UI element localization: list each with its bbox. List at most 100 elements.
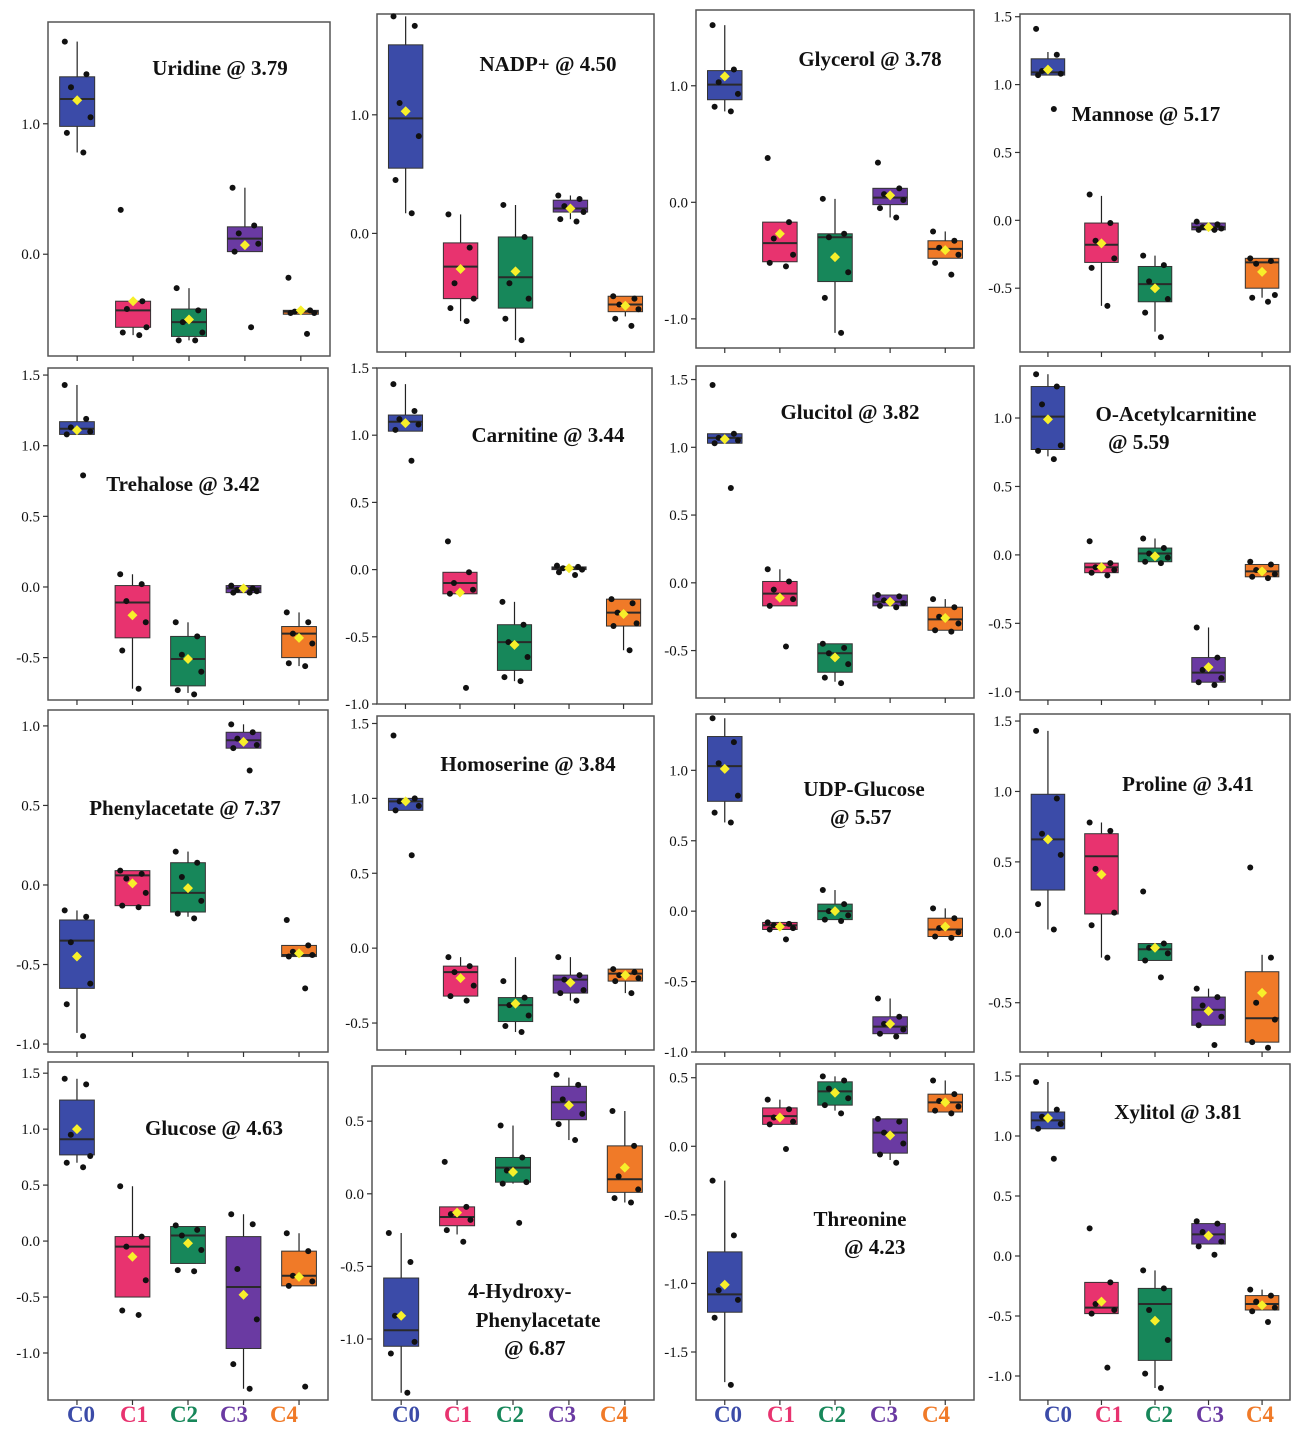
data-point: [392, 426, 399, 433]
mean-marker-C1: [774, 921, 785, 932]
data-point: [501, 674, 508, 681]
data-point: [466, 244, 473, 251]
data-point: [628, 1199, 635, 1206]
data-point: [825, 650, 832, 657]
data-point: [845, 661, 852, 668]
data-point: [136, 332, 143, 339]
y-tick-label: -1.0: [340, 1332, 364, 1348]
y-tick-label: 0.0: [669, 904, 688, 920]
data-point: [1164, 1337, 1171, 1343]
data-point: [117, 571, 124, 578]
data-point: [1195, 226, 1202, 233]
mean-marker-C2: [183, 654, 193, 665]
data-point: [711, 440, 718, 447]
data-point: [253, 741, 260, 748]
data-point: [782, 936, 789, 943]
data-point: [248, 324, 255, 331]
data-point: [1264, 1044, 1271, 1051]
mean-marker-C1: [452, 1207, 463, 1218]
y-tick-label: 0.5: [350, 495, 369, 511]
data-point: [730, 430, 737, 437]
data-point: [392, 177, 399, 184]
data-point: [1086, 538, 1093, 545]
data-point: [1092, 865, 1099, 872]
data-point: [727, 108, 734, 115]
data-point: [615, 1173, 622, 1180]
data-point: [119, 329, 126, 336]
data-point: [1146, 944, 1153, 951]
data-point: [87, 428, 94, 435]
data-point: [415, 421, 422, 428]
data-point: [874, 592, 881, 599]
data-point: [1271, 571, 1278, 578]
data-point: [951, 604, 958, 611]
data-point: [1111, 909, 1118, 916]
data-point: [1164, 296, 1171, 303]
data-point: [502, 315, 509, 322]
data-point: [876, 602, 883, 609]
data-point: [198, 668, 205, 675]
data-point: [900, 600, 907, 607]
data-point: [1253, 999, 1260, 1006]
data-point: [1267, 954, 1274, 961]
panel-16: -1.0 -0.5 0.0 0.5 1.0 1.5 Xylitol @ 3.81: [988, 1063, 1291, 1405]
mean-marker-C3: [1203, 222, 1214, 233]
data-point: [415, 802, 422, 809]
data-point: [1092, 1301, 1099, 1307]
data-point: [936, 244, 943, 251]
data-point: [87, 980, 94, 987]
data-point: [932, 259, 939, 266]
data-point: [1193, 1218, 1200, 1225]
mean-marker-C0: [1042, 834, 1053, 845]
y-tick-label: -0.5: [345, 630, 369, 646]
data-point: [178, 1232, 185, 1239]
mean-marker-C3: [1203, 1006, 1214, 1017]
data-point: [766, 926, 773, 933]
y-tick-label: 0.0: [345, 1187, 364, 1203]
data-point: [874, 1115, 881, 1122]
data-point: [845, 912, 852, 919]
data-point: [138, 870, 145, 877]
y-tick-label: -0.5: [988, 616, 1012, 632]
mean-marker-C4: [940, 921, 951, 932]
data-point: [135, 1311, 142, 1318]
y-tick-label: 1.0: [21, 719, 40, 735]
y-tick-label: -0.5: [340, 1259, 364, 1275]
data-point: [445, 954, 452, 961]
mean-marker-C1: [774, 228, 785, 239]
data-point: [460, 1238, 467, 1245]
panel-title: Glucitol @ 3.82: [780, 400, 919, 424]
mean-marker-C3: [1203, 1230, 1214, 1241]
data-point: [1264, 298, 1271, 305]
panel-title: Trehalose @ 3.42: [106, 472, 260, 496]
data-point: [500, 201, 507, 208]
data-point: [1039, 830, 1046, 837]
data-point: [135, 904, 142, 911]
data-point: [123, 598, 130, 605]
y-tick-label: -0.5: [16, 651, 40, 667]
data-point: [230, 1361, 237, 1368]
y-tick-label: 1.0: [669, 440, 688, 456]
panel-title: UDP-Glucose: [803, 777, 924, 801]
data-point: [770, 1114, 777, 1121]
data-point: [610, 966, 617, 973]
data-point: [876, 205, 883, 212]
data-point: [553, 562, 560, 569]
data-point: [253, 1316, 260, 1323]
y-tick-label: 1.5: [350, 361, 369, 377]
mean-marker-C1: [127, 878, 138, 889]
panel-title: @ 5.57: [830, 805, 892, 829]
data-point: [1160, 545, 1167, 552]
y-tick-label: 1.0: [21, 439, 40, 455]
panel-9: -1.0 -0.5 0.0 0.5 1.0 Phenylacetate @ 7.37: [16, 709, 329, 1057]
data-point: [1088, 1310, 1095, 1317]
y-tick-label: 1.0: [350, 428, 369, 444]
data-point: [893, 1159, 900, 1166]
data-point: [1086, 191, 1093, 198]
mean-marker-C0: [719, 71, 730, 82]
data-point: [287, 309, 294, 316]
x-label-C4: C4: [599, 1402, 629, 1427]
panel-13: -1.0 -0.5 0.0 0.5 1.0 1.5 Glucose @ 4.63: [16, 1061, 329, 1405]
mean-marker-C0: [400, 418, 411, 429]
